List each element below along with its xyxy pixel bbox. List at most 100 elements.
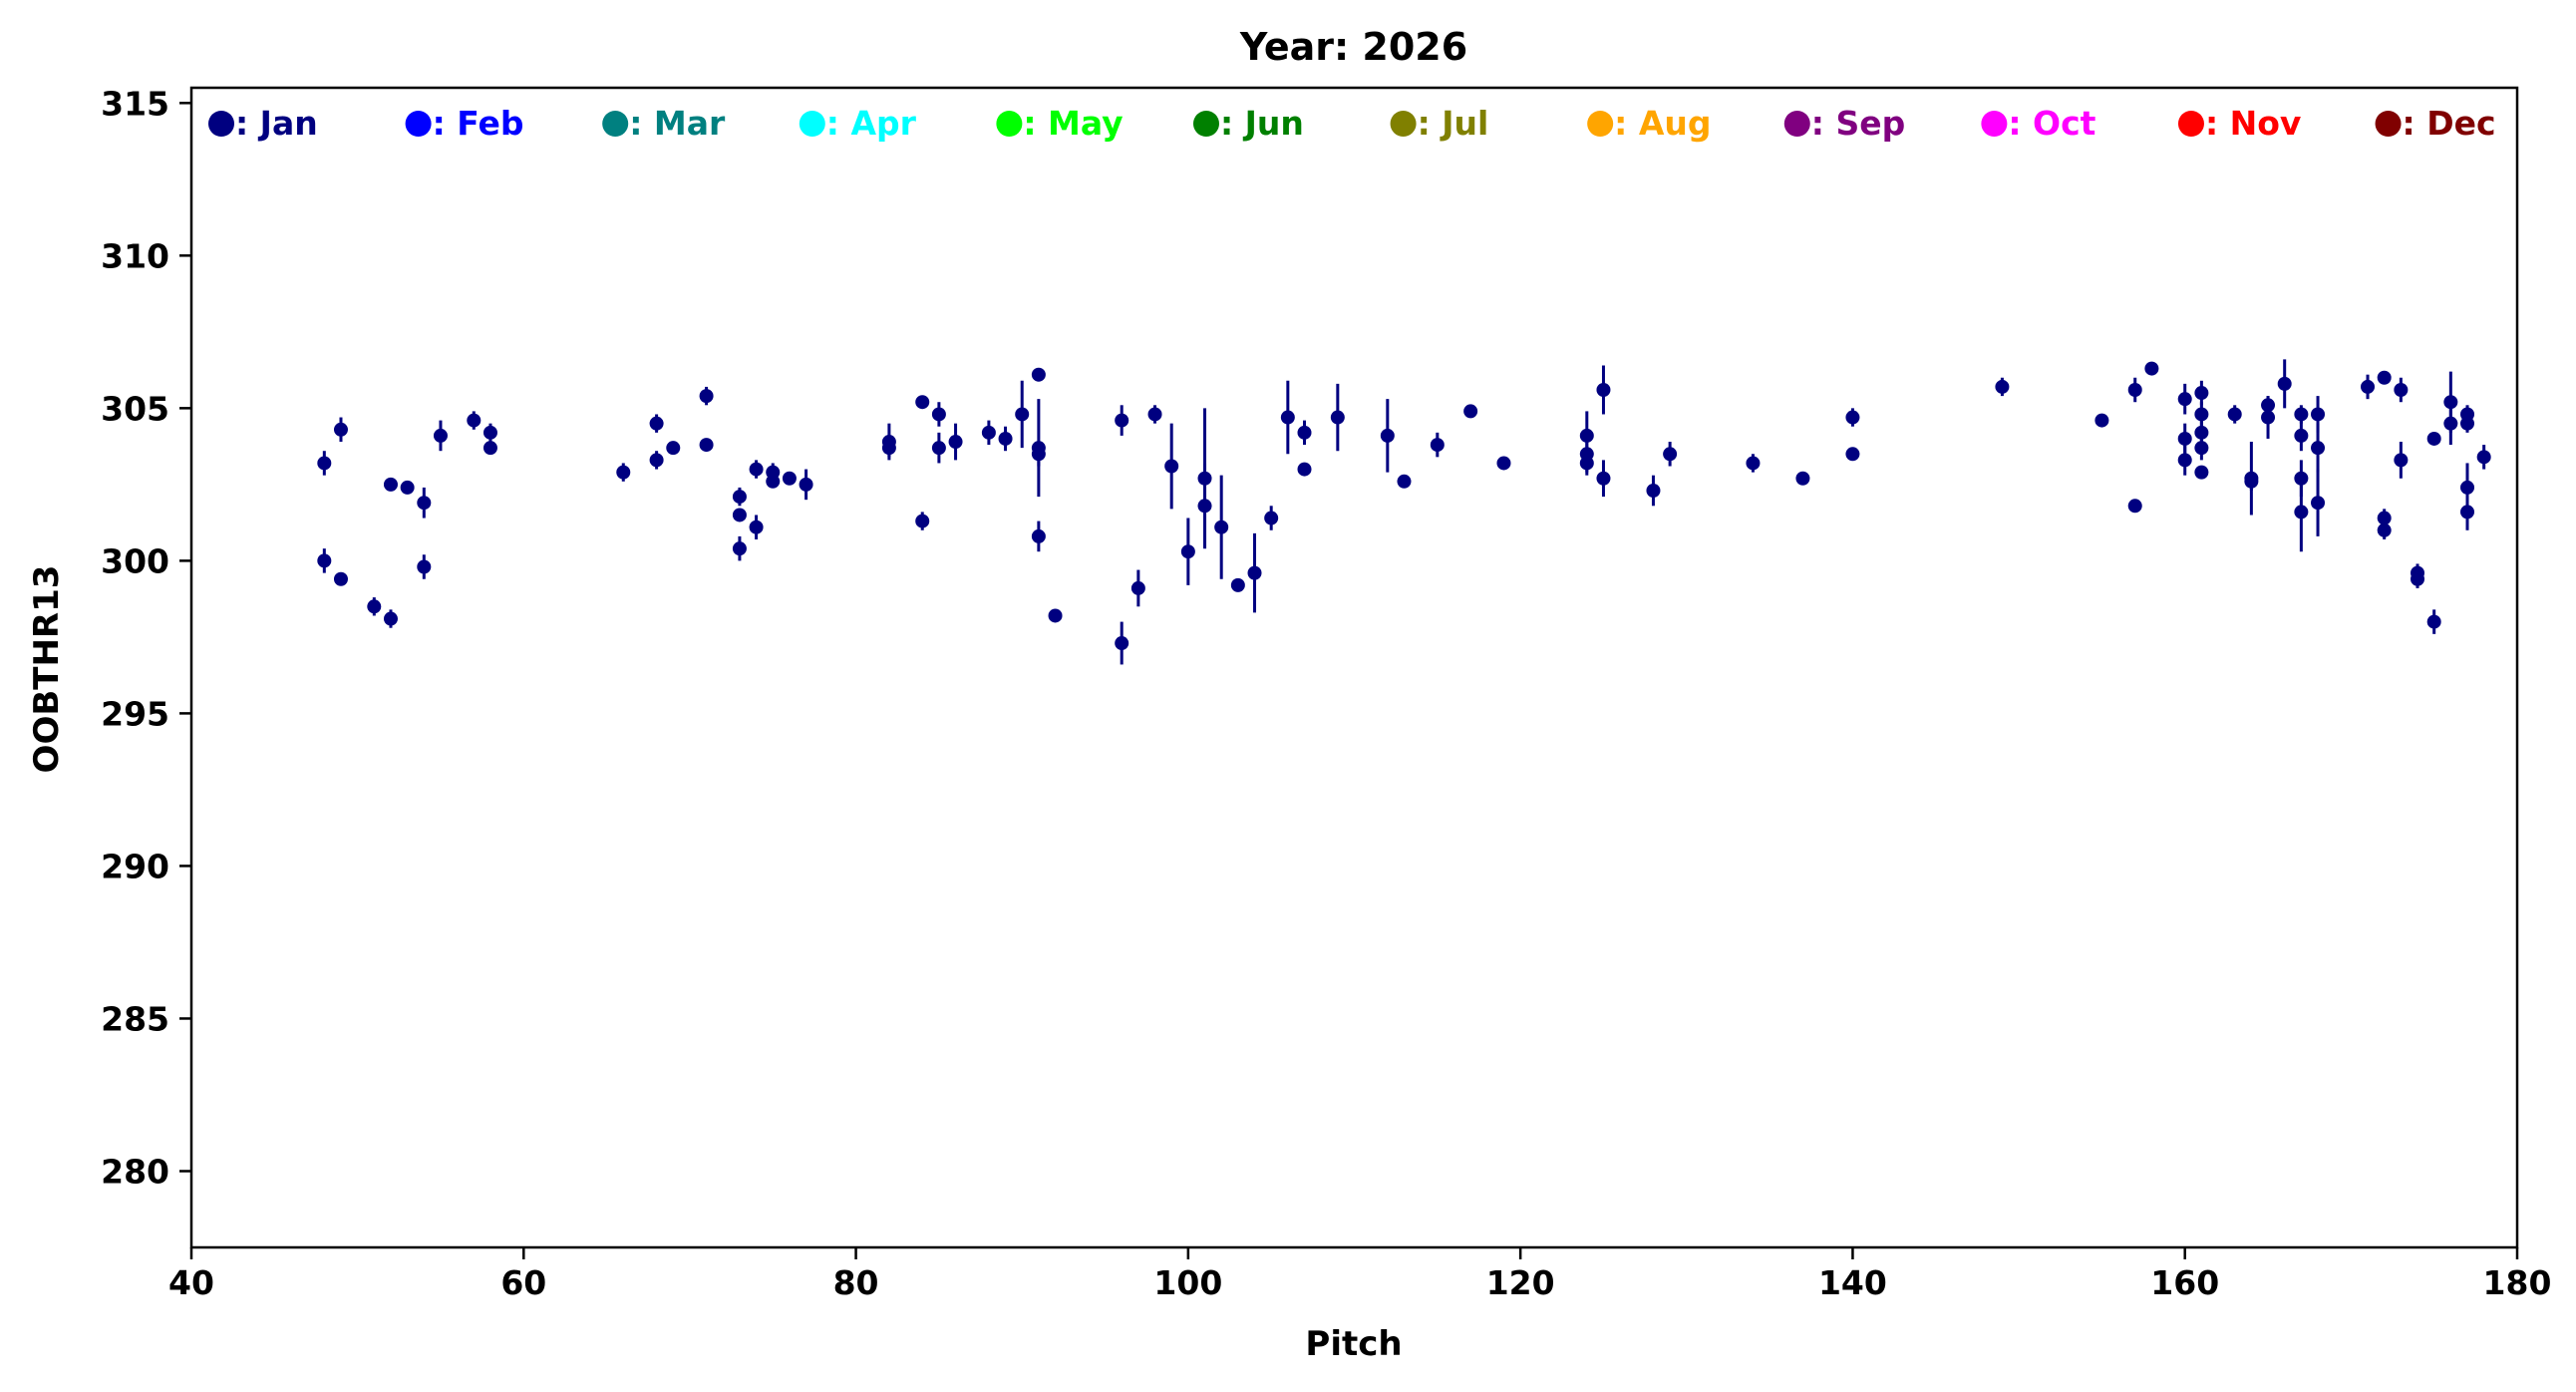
data-point bbox=[1214, 520, 1229, 534]
data-point bbox=[2426, 614, 2441, 629]
y-tick-label: 285 bbox=[101, 999, 169, 1038]
plot-area: 40 60 80 100 120 140 160 180 280 285 290 295 300 305 3… bbox=[101, 84, 2551, 1302]
legend-marker bbox=[2375, 111, 2402, 137]
data-point bbox=[417, 496, 432, 511]
data-point bbox=[1230, 577, 1245, 592]
data-point bbox=[1845, 447, 1860, 462]
data-point bbox=[2194, 441, 2209, 456]
data-point bbox=[2460, 416, 2475, 431]
data-point bbox=[333, 571, 348, 586]
data-point bbox=[799, 477, 813, 492]
data-point bbox=[1995, 379, 2010, 394]
plot-frame bbox=[189, 86, 2519, 1249]
x-tick-label: 80 bbox=[833, 1263, 879, 1302]
x-tick-label: 180 bbox=[2483, 1263, 2552, 1302]
data-point bbox=[649, 416, 664, 431]
y-tick-label: 300 bbox=[101, 541, 169, 580]
data-point bbox=[732, 541, 747, 556]
legend-marker bbox=[1981, 111, 2008, 137]
data-point bbox=[2460, 480, 2475, 495]
y-tick-label: 315 bbox=[101, 84, 169, 123]
legend-label: : Sep bbox=[1811, 104, 1905, 143]
legend-marker bbox=[602, 111, 629, 137]
data-point bbox=[2361, 379, 2376, 394]
x-tick-label: 120 bbox=[1486, 1263, 1555, 1302]
data-point bbox=[1048, 608, 1063, 623]
legend-marker bbox=[1390, 111, 1417, 137]
x-axis-label: Pitch bbox=[1305, 1324, 1402, 1364]
data-point bbox=[1430, 438, 1445, 453]
data-point bbox=[2311, 407, 2326, 422]
data-point bbox=[1115, 413, 1129, 428]
data-point bbox=[2377, 522, 2392, 537]
data-point bbox=[1463, 404, 1478, 419]
data-point bbox=[732, 490, 747, 505]
legend-marker bbox=[1783, 111, 1810, 137]
legend-label: : Dec bbox=[2403, 104, 2496, 143]
data-point bbox=[317, 456, 332, 471]
y-axis-label: OOBTHR13 bbox=[27, 565, 67, 774]
data-point bbox=[2277, 376, 2292, 391]
legend: : Jan: Feb: Mar: Apr: May: Jun: Jul: Aug… bbox=[208, 104, 2496, 143]
data-point bbox=[2194, 465, 2209, 480]
data-point bbox=[2194, 425, 2209, 440]
data-point bbox=[1596, 382, 1611, 397]
data-point bbox=[1330, 410, 1345, 425]
data-point bbox=[2094, 413, 2109, 428]
legend-marker bbox=[799, 111, 825, 137]
legend-label: : Feb bbox=[433, 104, 524, 143]
data-point bbox=[931, 441, 946, 456]
legend-marker bbox=[996, 111, 1023, 137]
data-point bbox=[2144, 361, 2159, 376]
data-point bbox=[1845, 410, 1860, 425]
data-point bbox=[881, 441, 896, 456]
x-tick-label: 160 bbox=[2150, 1263, 2219, 1302]
y-tick-label: 280 bbox=[101, 1152, 169, 1191]
data-point bbox=[2194, 386, 2209, 401]
data-point bbox=[782, 471, 797, 486]
data-point bbox=[915, 514, 930, 528]
data-point bbox=[1130, 580, 1145, 595]
data-point bbox=[616, 465, 631, 480]
data-point bbox=[1280, 410, 1295, 425]
data-point bbox=[333, 422, 348, 437]
data-point bbox=[383, 611, 398, 626]
data-point bbox=[483, 425, 497, 440]
legend-label: : Jun bbox=[1220, 104, 1304, 143]
data-point bbox=[1247, 565, 1262, 580]
data-point bbox=[1031, 367, 1046, 382]
legend-label: : Jan bbox=[235, 104, 318, 143]
data-point bbox=[2394, 453, 2409, 468]
data-point bbox=[666, 441, 681, 456]
legend-label: : Apr bbox=[826, 104, 917, 143]
data-point bbox=[1031, 447, 1046, 462]
data-point bbox=[2377, 370, 2392, 385]
data-point bbox=[433, 428, 448, 443]
legend-marker bbox=[2177, 111, 2204, 137]
data-point bbox=[2294, 428, 2309, 443]
legend-label: : Nov bbox=[2205, 104, 2302, 143]
data-point bbox=[2194, 407, 2209, 422]
data-point bbox=[2311, 441, 2326, 456]
chart-title: Year: 2026 bbox=[1239, 25, 1467, 69]
data-point bbox=[1147, 407, 1162, 422]
data-point bbox=[467, 413, 482, 428]
data-point bbox=[1380, 428, 1395, 443]
data-point bbox=[749, 462, 764, 477]
y-tick-label: 295 bbox=[101, 694, 169, 733]
data-point bbox=[1264, 511, 1279, 525]
data-point bbox=[2411, 571, 2425, 586]
legend-marker bbox=[1587, 111, 1614, 137]
data-point bbox=[1663, 447, 1678, 462]
data-point bbox=[948, 435, 963, 450]
data-point bbox=[981, 425, 996, 440]
data-point bbox=[2177, 431, 2192, 446]
data-point bbox=[417, 559, 432, 574]
data-point bbox=[2177, 453, 2192, 468]
data-point bbox=[1015, 407, 1030, 422]
data-point bbox=[2244, 474, 2259, 489]
data-point bbox=[699, 438, 714, 453]
data-point bbox=[1496, 456, 1511, 471]
